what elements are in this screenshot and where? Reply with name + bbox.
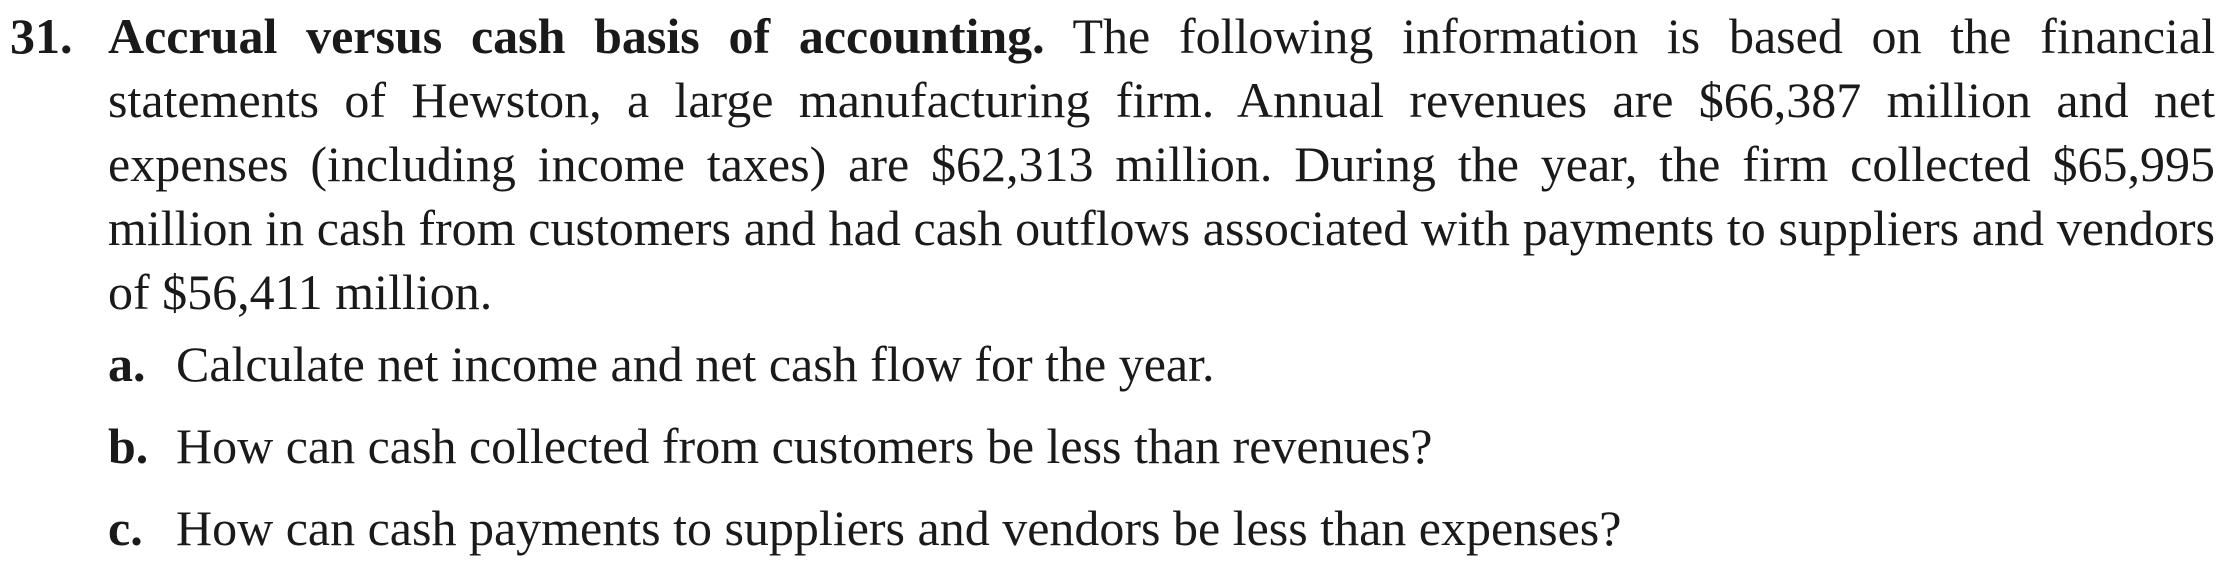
part-text: How can cash payments to suppliers and v… bbox=[176, 500, 1622, 556]
problem-parts-list: a. Calculate net income and net cash flo… bbox=[10, 332, 2215, 560]
part-letter: c. bbox=[108, 500, 143, 556]
part-c: c. How can cash payments to suppliers an… bbox=[10, 496, 2215, 560]
problem-body: The following information is based on th… bbox=[108, 8, 2215, 320]
problem-number: 31. bbox=[10, 8, 73, 64]
problem-heading: Accrual versus cash basis of accounting. bbox=[108, 8, 1045, 64]
problem-31: 31. Accrual versus cash basis of account… bbox=[10, 4, 2215, 578]
part-text: Calculate net income and net cash flow f… bbox=[176, 336, 1215, 392]
part-a: a. Calculate net income and net cash flo… bbox=[10, 332, 2215, 396]
part-b: b. How can cash collected from customers… bbox=[10, 414, 2215, 478]
part-letter: b. bbox=[108, 418, 149, 474]
part-text: How can cash collected from customers be… bbox=[176, 418, 1433, 474]
problem-stem: 31. Accrual versus cash basis of account… bbox=[10, 4, 2215, 324]
part-letter: a. bbox=[108, 336, 146, 392]
